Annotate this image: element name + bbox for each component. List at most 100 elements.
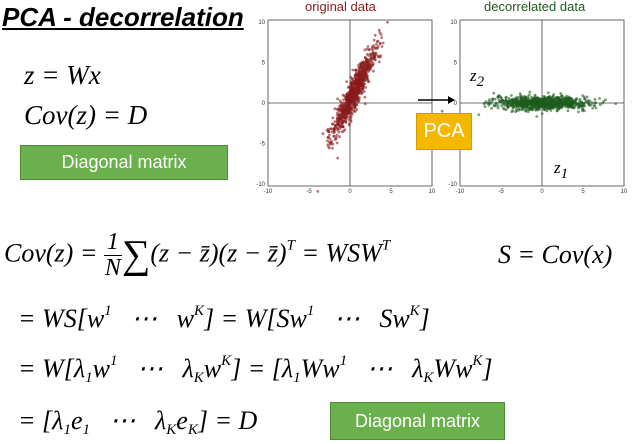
right-data-point	[594, 106, 598, 110]
left-data-point	[338, 112, 341, 116]
right-data-point	[559, 92, 563, 95]
left-data-point	[362, 71, 365, 74]
left-data-point	[376, 39, 380, 43]
left-data-point	[348, 88, 352, 91]
left-data-point	[321, 132, 325, 136]
y-tick-label: 5	[262, 61, 266, 67]
left-data-point	[374, 58, 377, 62]
left-data-point	[340, 105, 344, 108]
left-data-point	[327, 130, 331, 133]
equation-line-4: = [λ1e1 ⋯ λKeK] = D	[18, 406, 258, 438]
left-data-point	[349, 105, 353, 108]
left-data-point	[379, 54, 383, 57]
left-data-point	[380, 45, 384, 48]
right-data-point	[530, 95, 533, 99]
left-data-point	[378, 31, 382, 35]
right-data-point	[500, 96, 503, 100]
right-data-point	[560, 95, 564, 98]
right-data-point	[598, 97, 601, 100]
left-data-point	[349, 120, 353, 124]
right-data-point	[545, 96, 549, 100]
left-data-point	[330, 141, 333, 145]
equation-z-wx: z = Wx	[24, 60, 101, 90]
right-data-point	[544, 106, 548, 110]
right-data-point	[496, 104, 500, 107]
right-data-point	[566, 109, 570, 113]
right-data-point	[534, 108, 538, 112]
left-data-point	[362, 64, 366, 68]
y-tick-label: 0	[262, 101, 266, 107]
right-data-point	[531, 108, 534, 111]
left-data-point	[363, 76, 367, 80]
left-data-point	[361, 84, 365, 88]
right-data-point	[482, 102, 486, 106]
left-data-point	[347, 122, 351, 126]
left-data-point	[357, 70, 361, 74]
x-tick-label: 10	[621, 189, 628, 195]
right-data-point	[540, 112, 544, 115]
left-data-point	[344, 120, 348, 123]
right-data-point	[483, 105, 487, 108]
left-data-point	[353, 106, 357, 110]
left-data-point	[349, 108, 353, 111]
z2-subscript: 2	[476, 74, 485, 90]
left-data-point	[342, 118, 345, 121]
right-data-point	[515, 103, 519, 107]
left-data-point	[335, 107, 339, 111]
y-tick-label: -10	[448, 182, 457, 188]
right-data-point	[503, 103, 507, 107]
right-data-point	[565, 97, 568, 100]
right-data-point	[567, 96, 570, 100]
right-data-point	[549, 109, 553, 112]
right-data-point	[540, 103, 543, 107]
left-data-point	[365, 47, 369, 51]
left-data-point	[363, 48, 367, 52]
right-data-point	[589, 103, 593, 107]
left-data-point	[347, 102, 351, 106]
right-data-point	[567, 99, 570, 103]
right-data-point	[580, 104, 583, 107]
right-data-point	[552, 93, 556, 96]
left-data-point	[339, 108, 343, 112]
right-data-point	[547, 102, 551, 106]
arrow-head	[448, 96, 455, 104]
x-tick-label: 5	[581, 189, 585, 195]
right-data-point	[531, 100, 535, 104]
equation-cov-z-d: Cov(z) = D	[24, 100, 148, 130]
left-data-point	[371, 45, 374, 49]
right-data-point	[491, 99, 494, 103]
right-data-point	[535, 115, 539, 118]
left-data-point	[338, 135, 341, 139]
left-data-point	[379, 41, 382, 45]
right-data-point	[538, 99, 542, 103]
left-data-point	[374, 42, 378, 46]
left-data-point	[363, 102, 367, 106]
left-data-point	[372, 38, 376, 42]
s-equals-cov-x: S = Cov(x)	[498, 240, 613, 269]
left-scatter-plot: -10 -5 0 5 10 10 5 0 -5 -10	[256, 19, 436, 195]
left-data-point	[346, 96, 349, 100]
right-data-point	[582, 95, 586, 99]
left-data-point	[357, 100, 360, 104]
left-data-point	[348, 115, 351, 119]
x-tick-label: 0	[348, 189, 352, 195]
left-data-point	[359, 89, 363, 93]
right-data-point	[533, 98, 536, 102]
right-data-point	[552, 106, 555, 110]
left-data-point	[330, 130, 334, 134]
right-data-point	[536, 104, 540, 108]
right-data-point	[536, 96, 540, 100]
left-data-point	[338, 99, 342, 103]
right-data-point	[528, 90, 532, 94]
left-data-point	[377, 60, 381, 64]
right-data-point	[554, 106, 558, 109]
left-data-point	[371, 62, 375, 66]
right-data-point	[569, 104, 573, 107]
right-data-point	[491, 97, 494, 101]
right-data-point	[587, 99, 590, 102]
left-data-point	[340, 101, 343, 105]
right-data-point	[545, 103, 548, 107]
left-data-point	[359, 63, 363, 67]
right-data-point	[527, 108, 531, 112]
